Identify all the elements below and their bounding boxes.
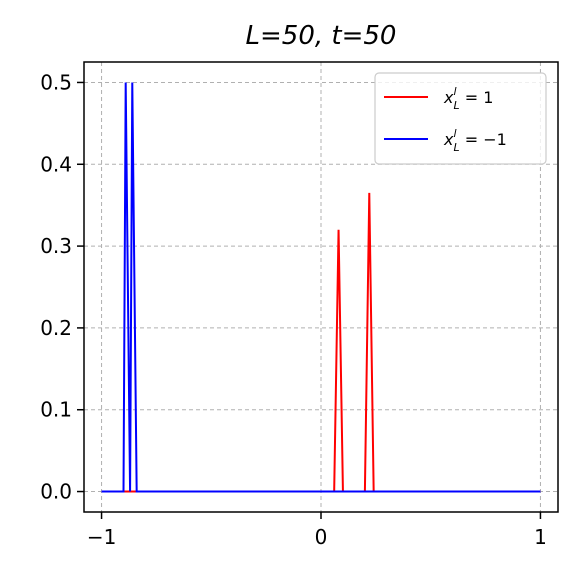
- ticks: −1 0 1 0.0 0.1 0.2 0.3 0.4 0.5: [40, 70, 547, 549]
- y-tick-label: 0.3: [40, 234, 72, 258]
- y-tick-label: 0.4: [40, 152, 72, 176]
- y-tick-label: 0.0: [40, 480, 72, 504]
- legend-label-1: xl L = −1: [443, 127, 507, 154]
- legend-label-0: xl L = 1: [443, 85, 493, 112]
- chart-title: L=50, t=50: [246, 21, 397, 51]
- x-tick-label: −1: [87, 525, 116, 549]
- y-tick-label: 0.5: [40, 70, 72, 94]
- series-line-1: [101, 82, 541, 493]
- series-layer: [101, 82, 541, 493]
- y-tick-label: 0.1: [40, 398, 72, 422]
- x-tick-label: 1: [534, 525, 547, 549]
- y-tick-label: 0.2: [40, 316, 72, 340]
- legend: xl L = 1 xl L = −1: [374, 72, 547, 165]
- x-tick-label: 0: [315, 525, 328, 549]
- legend-box: [374, 72, 547, 165]
